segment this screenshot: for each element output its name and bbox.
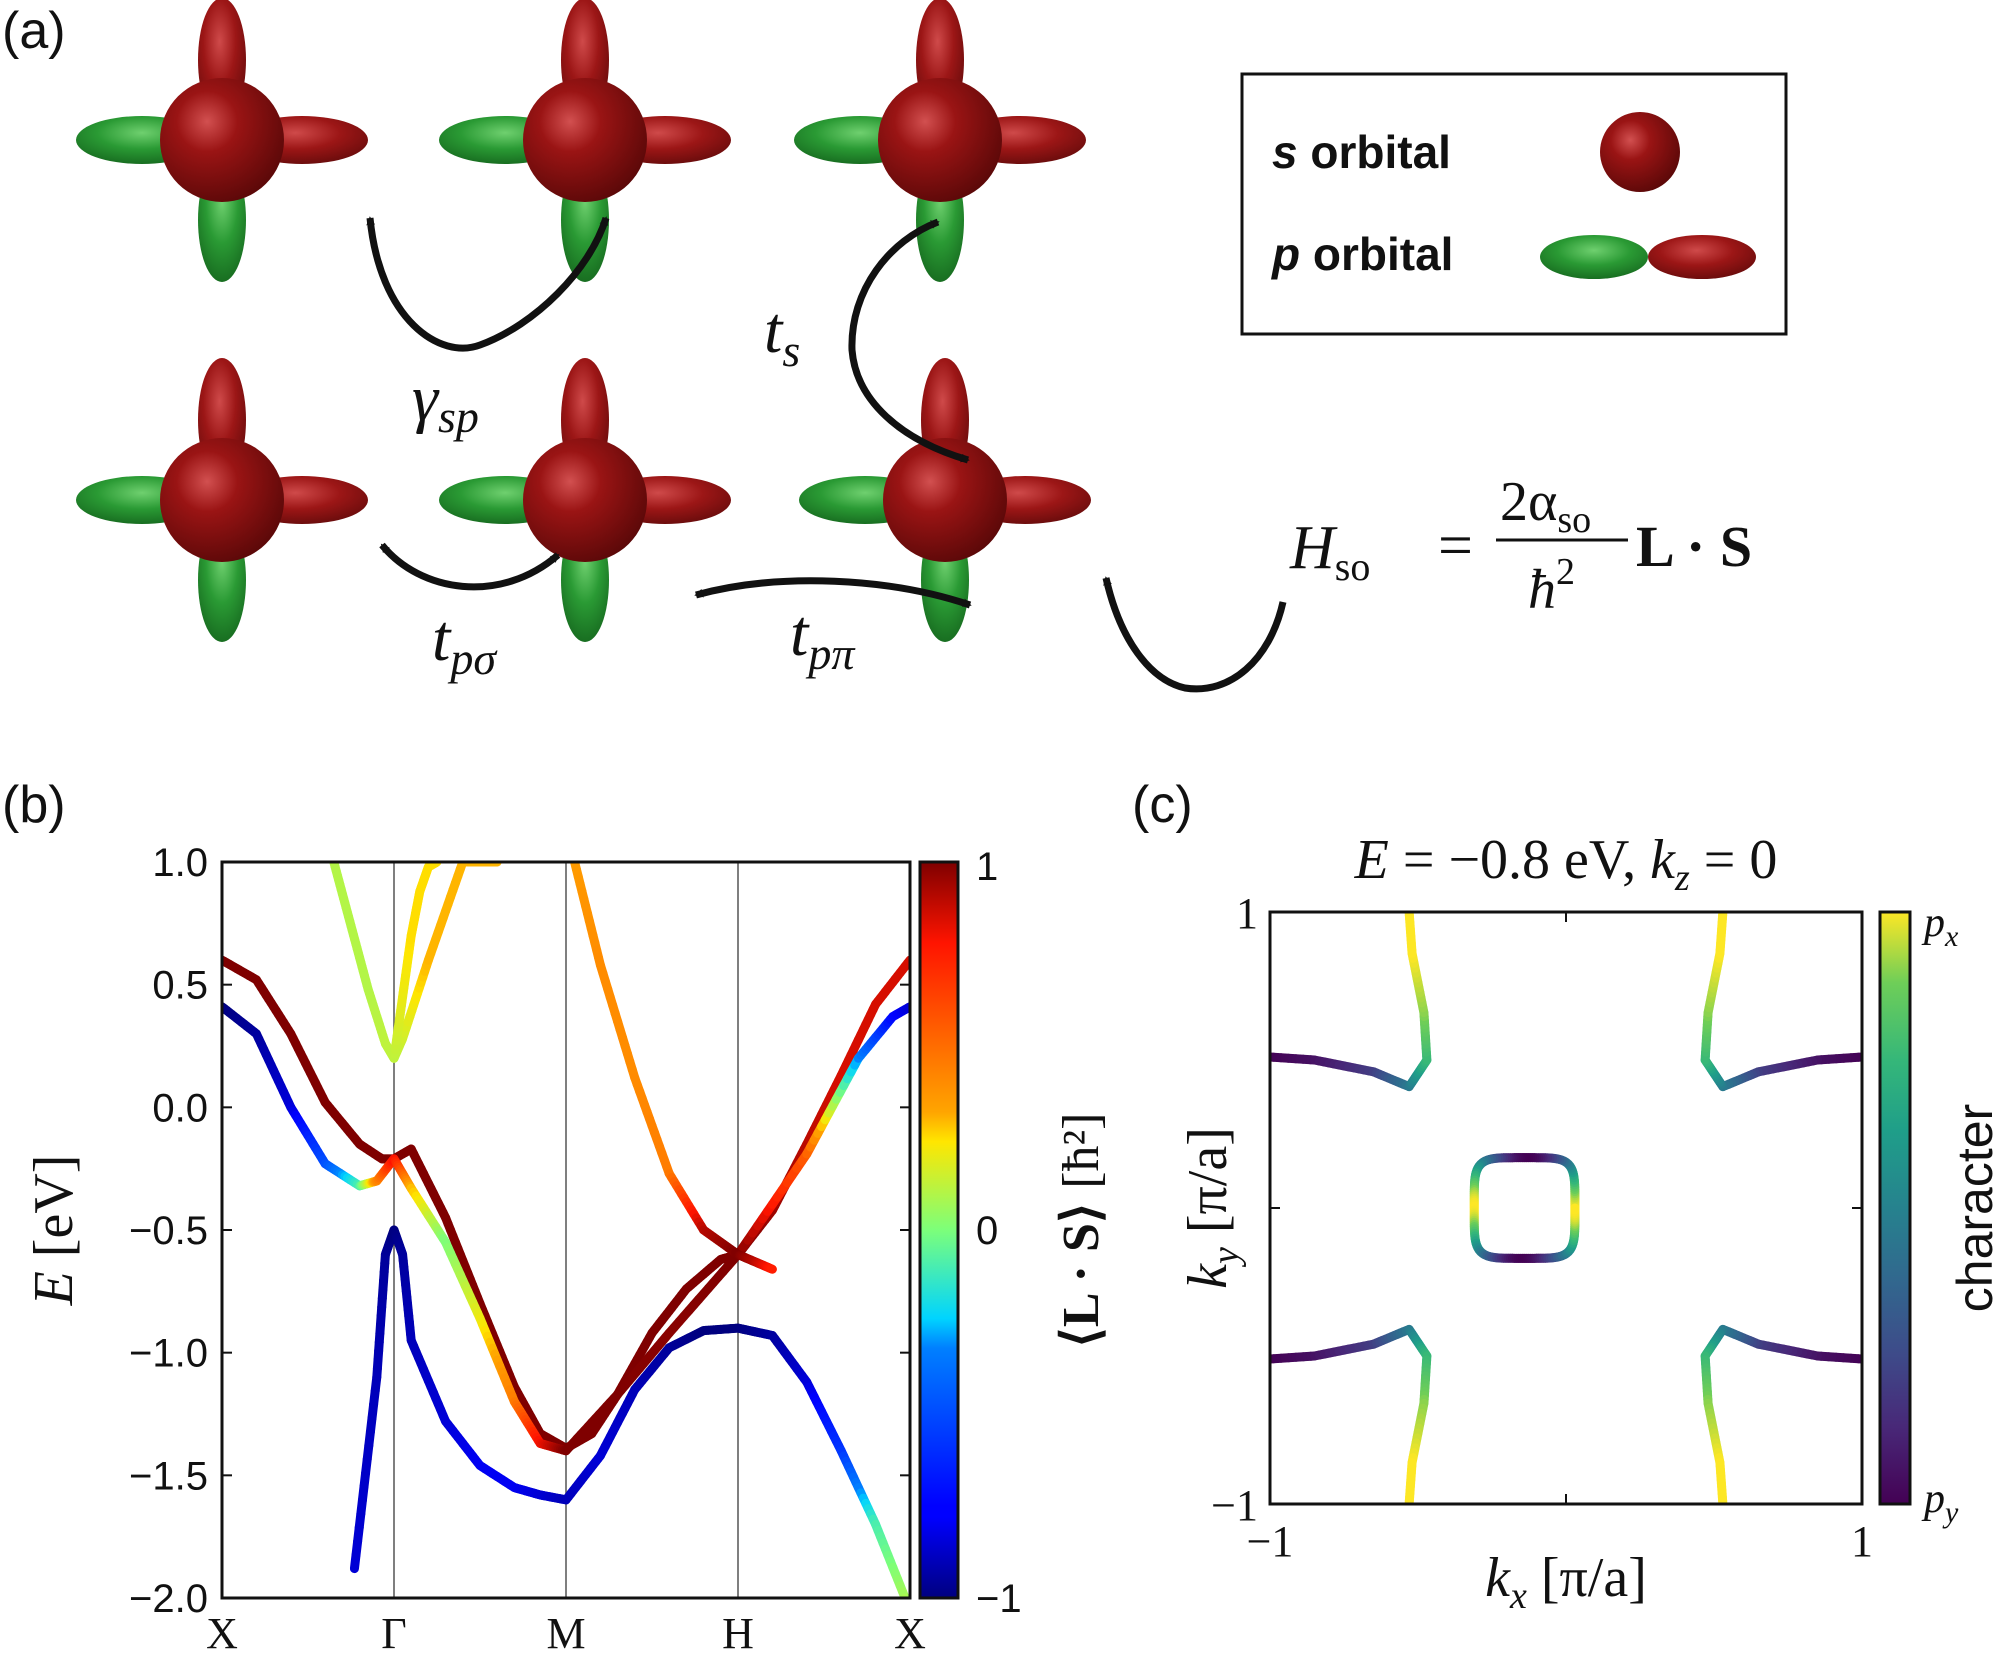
gamma-sp-label: γsp [412, 362, 479, 442]
y-tick-label: 1.0 [152, 841, 208, 885]
s-orbital-sphere [160, 438, 284, 562]
hopping-arrows [366, 216, 1287, 693]
band-3 [349, 1225, 910, 1598]
panel-a-label: (a) [2, 2, 66, 60]
legend-frame [1240, 72, 1788, 336]
s-orbital-sphere [883, 438, 1007, 562]
s-orbital-sphere [160, 78, 284, 202]
hso-equals: = [1438, 512, 1473, 580]
character-colorbar [1878, 910, 1912, 1506]
character-colorbar-label: character [1947, 1104, 2003, 1312]
y-tick-label: 1 [1236, 889, 1258, 938]
gamma-sp-arrow [366, 216, 610, 352]
fermi-plot-area [1270, 912, 1862, 1504]
k-point-label: X [894, 1609, 926, 1658]
y-tick-label: −0.5 [129, 1209, 208, 1253]
legend-s-label: s orbital [1272, 126, 1451, 178]
k-point-label: X [206, 1609, 238, 1658]
character-colorbar-bottom: py [1921, 1476, 1959, 1529]
panel-c-label: (c) [1132, 776, 1193, 834]
atom-2 [439, 0, 731, 282]
k-point-label: H [722, 1609, 754, 1658]
atom-3 [794, 0, 1086, 282]
t-ppi-label: tpπ [790, 597, 856, 679]
ls-colorbar-tick-zero: 0 [976, 1209, 998, 1253]
ls-colorbar-tick-min: −1 [976, 1577, 1022, 1621]
band-5 [389, 862, 442, 1063]
x-tick-label: −1 [1247, 1517, 1294, 1566]
ls-colorbar-label: ⟨L · S⟩[ħ²] [1053, 1113, 1110, 1348]
band-6 [570, 862, 777, 1274]
y-tick-label: −1.5 [129, 1454, 208, 1498]
atom-1 [76, 0, 368, 282]
character-colorbar-top: px [1921, 900, 1959, 953]
band-2 [222, 1002, 910, 1456]
band-y-axis-label: E[eV] [23, 1155, 85, 1307]
contour-corner-top-left [1270, 912, 1432, 1092]
atom-lattice [76, 0, 1091, 642]
hso-operator: L · S [1636, 514, 1752, 579]
hso-numerator: 2αso [1500, 471, 1591, 541]
s-orbital-sphere [523, 438, 647, 562]
t-ppi-arrow [694, 577, 972, 609]
legend-p-label: p orbital [1270, 228, 1453, 280]
fermi-surface-title: E = −0.8 eV, kz = 0 [1354, 829, 1778, 899]
fermi-surface-plot: E = −0.8 eV, kz = 0 −1 1 1 −1 kx [π/a] ky[π/… [1177, 829, 2003, 1617]
band-y-ticks: 1.0 0.5 0.0 −0.5 −1.0 −1.5 −2.0 [129, 841, 910, 1621]
fermi-y-axis-label: ky[π/a] [1177, 1127, 1247, 1289]
atom-5 [439, 358, 731, 642]
panel-b-label: (b) [2, 776, 66, 834]
s-orbital-icon [1600, 112, 1680, 192]
y-tick-label: −1 [1211, 1481, 1258, 1530]
orbital-legend: s orbital p orbital [1240, 72, 1788, 336]
x-tick-label: 1 [1851, 1517, 1873, 1566]
hso-arrow [1102, 576, 1287, 693]
hso-lhs: Hso [1289, 514, 1370, 589]
k-point-label: M [546, 1609, 585, 1658]
fermi-contours [1270, 912, 1862, 1504]
t-psigma-label: tpσ [432, 602, 498, 684]
fermi-x-axis-label: kx [π/a] [1485, 1547, 1647, 1617]
hso-denominator: ħ2 [1528, 551, 1575, 621]
ls-colorbar [918, 860, 960, 1600]
s-orbital-sphere [878, 78, 1002, 202]
contour-corner-top-right [1700, 912, 1862, 1092]
fermi-ticks: −1 1 1 −1 [1211, 889, 1873, 1566]
t-psigma-arrow [379, 542, 561, 591]
spin-orbit-hamiltonian: Hso = 2αso ħ2 L · S [1289, 471, 1752, 621]
contour-center-loop [1469, 1153, 1580, 1263]
y-tick-label: 0.5 [152, 964, 208, 1008]
ls-colorbar-tick-max: 1 [976, 845, 998, 889]
band-curves [222, 862, 910, 1598]
y-tick-label: −1.0 [129, 1332, 208, 1376]
s-orbital-sphere [523, 78, 647, 202]
k-point-label: Γ [381, 1609, 406, 1658]
y-tick-label: −2.0 [129, 1577, 208, 1621]
t-s-arrow [848, 218, 970, 464]
contour-corner-bottom-right [1700, 1324, 1862, 1504]
band-segment [766, 1264, 777, 1274]
atom-4 [76, 358, 368, 642]
y-tick-label: 0.0 [152, 1086, 208, 1130]
contour-corner-bottom-left [1270, 1324, 1432, 1504]
p-orbital-negative-lobe-icon [1540, 235, 1648, 279]
t-s-label: ts [764, 294, 800, 376]
p-orbital-positive-lobe-icon [1648, 235, 1756, 279]
